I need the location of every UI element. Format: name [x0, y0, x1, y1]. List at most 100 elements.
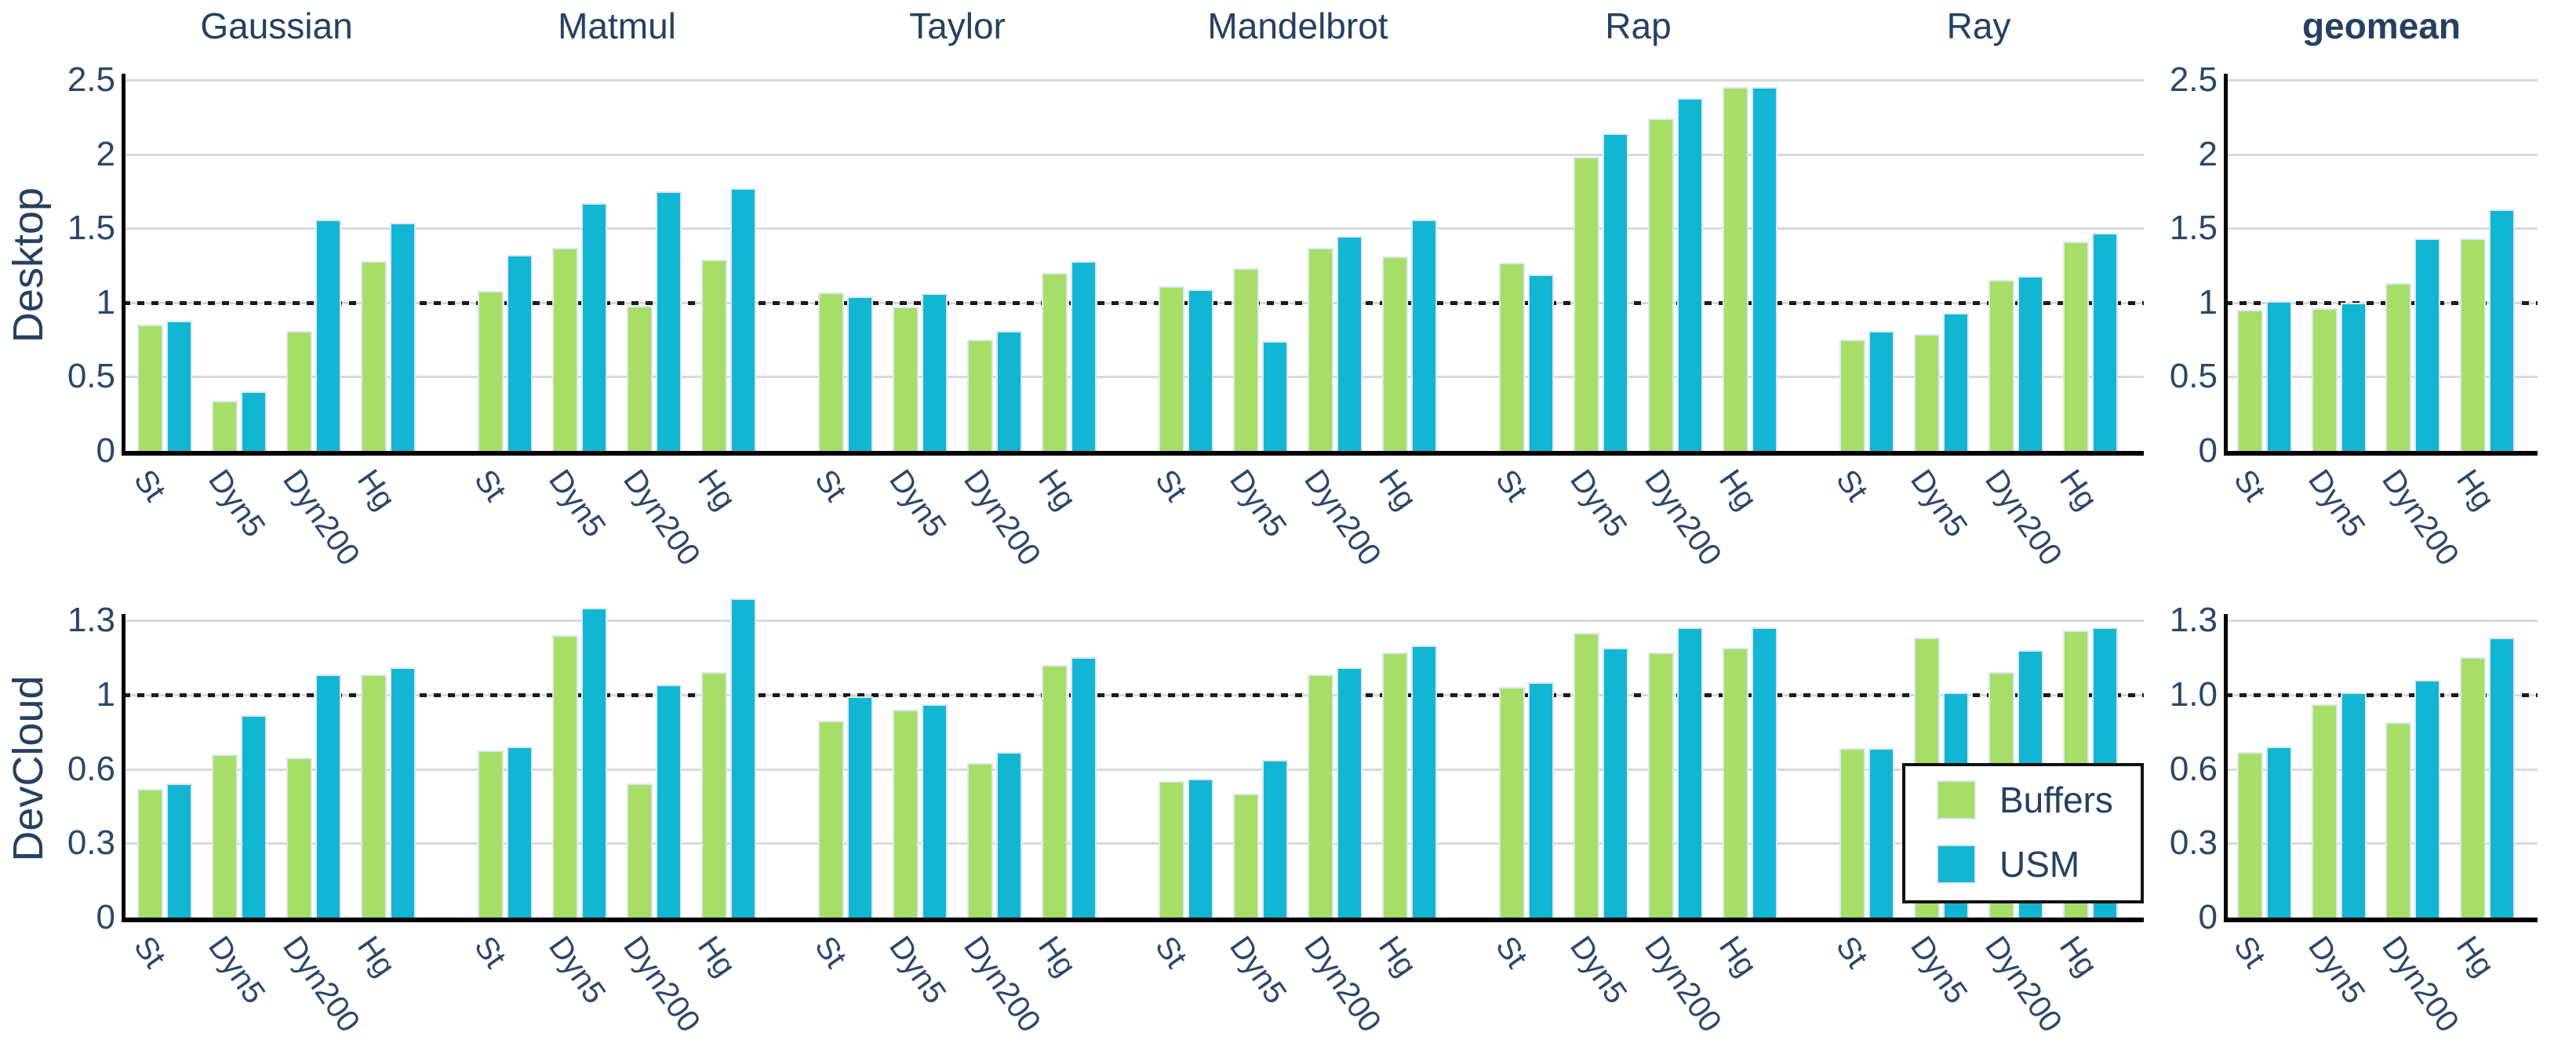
section-title-geomean: geomean — [2302, 5, 2461, 46]
bar-devcloud-matmul-hg-buffers — [701, 672, 727, 918]
x-tick-label: St — [1148, 930, 1194, 975]
x-tick-label: Dyn5 — [2301, 463, 2372, 543]
x-tick-label: Hg — [1031, 463, 1083, 517]
y-tick-label: 0 — [96, 431, 115, 470]
x-tick-label: Dyn5 — [1222, 930, 1293, 1010]
bar-desktop-ray-st-usm — [1868, 330, 1894, 451]
bar-desktop-mandelbrot-dyn200-buffers — [1308, 247, 1333, 451]
bar-devcloud-matmul-dyn200-buffers — [627, 783, 653, 918]
bar-desktop-mandelbrot-hg-buffers — [1382, 256, 1408, 451]
bar-desktop-matmul-dyn5-usm — [581, 203, 607, 451]
x-tick-label: Hg — [1371, 463, 1424, 517]
legend-label: USM — [1999, 844, 2080, 885]
x-tick-label: St — [1148, 463, 1194, 508]
x-tick-label: Dyn200 — [1297, 930, 1388, 1039]
bar-devcloud-matmul-st-usm — [507, 747, 533, 918]
y-axis-spine-geomean — [2224, 74, 2228, 454]
reference-line-at-1 — [2225, 692, 2538, 697]
bar-desktop-ray-dyn5-usm — [1943, 313, 1969, 451]
bar-desktop-matmul-hg-usm — [730, 188, 756, 451]
y-axis-spine — [122, 74, 126, 454]
x-tick-label: St — [2226, 930, 2272, 975]
section-title-gaussian: Gaussian — [200, 5, 353, 46]
x-tick-label: Dyn200 — [956, 463, 1048, 572]
bar-desktop-taylor-dyn5-buffers — [893, 307, 919, 451]
y-tick-label: 0.5 — [67, 357, 115, 396]
x-tick-label: St — [467, 463, 513, 508]
bar-desktop-matmul-dyn200-usm — [656, 191, 682, 451]
bar-devcloud-matmul-st-buffers — [478, 750, 504, 918]
x-tick-label: Dyn200 — [616, 930, 708, 1039]
bar-devcloud-taylor-dyn5-buffers — [893, 709, 919, 918]
usm-swatch-icon — [1937, 845, 1976, 884]
bar-devcloud-taylor-st-usm — [847, 696, 873, 918]
gridline — [123, 79, 2144, 82]
x-tick-label: St — [467, 930, 513, 975]
bar-devcloud-geomean-dyn200-buffers — [2385, 722, 2411, 918]
gridline — [123, 768, 2144, 771]
bar-desktop-ray-st-buffers — [1839, 340, 1865, 451]
bar-desktop-rap-dyn200-buffers — [1648, 118, 1674, 451]
y-tick-label: 1 — [96, 674, 115, 714]
bar-desktop-rap-dyn5-usm — [1603, 133, 1628, 451]
x-tick-label: Hg — [1712, 463, 1764, 517]
bar-devcloud-ray-st-usm — [1868, 748, 1894, 918]
bar-desktop-ray-hg-usm — [2092, 232, 2118, 451]
y-tick-label: 2.5 — [67, 60, 115, 99]
bar-desktop-matmul-dyn5-buffers — [552, 247, 578, 451]
bar-devcloud-taylor-dyn5-usm — [922, 703, 948, 918]
x-tick-label: Dyn200 — [2374, 463, 2466, 572]
bar-devcloud-ray-st-buffers — [1839, 748, 1865, 918]
x-tick-label: Dyn5 — [1222, 463, 1293, 543]
bar-desktop-gaussian-hg-usm — [390, 222, 416, 451]
reference-line-at-1 — [2225, 300, 2538, 305]
x-tick-label: Dyn5 — [882, 930, 953, 1010]
x-tick-label: Dyn5 — [1903, 930, 1974, 1010]
x-tick-label: Dyn5 — [1563, 463, 1634, 543]
x-tick-label: Hg — [2449, 930, 2501, 983]
gridline — [2225, 227, 2538, 231]
bar-devcloud-mandelbrot-st-usm — [1188, 779, 1213, 918]
y-tick-label: 0.5 — [2169, 357, 2218, 396]
y-tick-label: 1 — [96, 282, 115, 322]
y-tick-label: 1.3 — [67, 601, 115, 639]
bar-desktop-geomean-dyn5-buffers — [2311, 308, 2338, 451]
x-axis-spine — [122, 918, 2144, 922]
x-tick-label: Dyn200 — [275, 930, 367, 1039]
gridline — [2225, 153, 2538, 156]
bar-devcloud-geomean-st-usm — [2266, 747, 2292, 918]
bar-devcloud-rap-hg-buffers — [1723, 647, 1748, 918]
y-tick-label: 0.3 — [2169, 823, 2218, 863]
bar-desktop-ray-dyn200-buffers — [1988, 280, 2014, 451]
x-tick-label: St — [126, 930, 173, 975]
bar-desktop-matmul-st-usm — [507, 255, 533, 451]
y-tick-label: 1.5 — [2169, 209, 2218, 248]
bar-desktop-gaussian-dyn200-buffers — [286, 330, 312, 451]
bar-desktop-taylor-hg-buffers — [1042, 272, 1068, 451]
x-tick-label: Hg — [1712, 930, 1764, 983]
x-axis-spine-geomean — [2224, 451, 2538, 456]
x-tick-label: Dyn5 — [201, 463, 272, 543]
bar-devcloud-matmul-hg-usm — [730, 598, 756, 918]
x-tick-label: St — [807, 463, 853, 508]
row-label-desktop: Desktop — [5, 187, 52, 343]
x-tick-label: Dyn5 — [1563, 930, 1634, 1010]
bar-desktop-matmul-dyn200-buffers — [627, 305, 653, 451]
x-tick-label: Hg — [1371, 930, 1424, 983]
x-tick-label: Dyn200 — [1637, 463, 1729, 572]
bar-devcloud-mandelbrot-dyn200-usm — [1337, 667, 1363, 918]
bar-desktop-matmul-hg-buffers — [701, 259, 727, 451]
bar-desktop-taylor-st-usm — [847, 296, 873, 451]
buffers-swatch-icon — [1937, 780, 1976, 820]
bar-devcloud-geomean-hg-buffers — [2459, 657, 2486, 918]
bar-desktop-ray-dyn200-usm — [2018, 275, 2043, 451]
bar-devcloud-mandelbrot-dyn5-buffers — [1233, 794, 1259, 918]
y-axis-spine-geomean — [2224, 614, 2228, 921]
bar-desktop-mandelbrot-st-buffers — [1159, 285, 1184, 451]
y-tick-label: 0 — [2198, 898, 2218, 936]
bar-desktop-rap-hg-buffers — [1723, 87, 1748, 451]
x-tick-label: St — [126, 463, 173, 508]
bar-devcloud-rap-dyn5-buffers — [1574, 632, 1599, 918]
bar-desktop-mandelbrot-st-usm — [1188, 289, 1213, 451]
